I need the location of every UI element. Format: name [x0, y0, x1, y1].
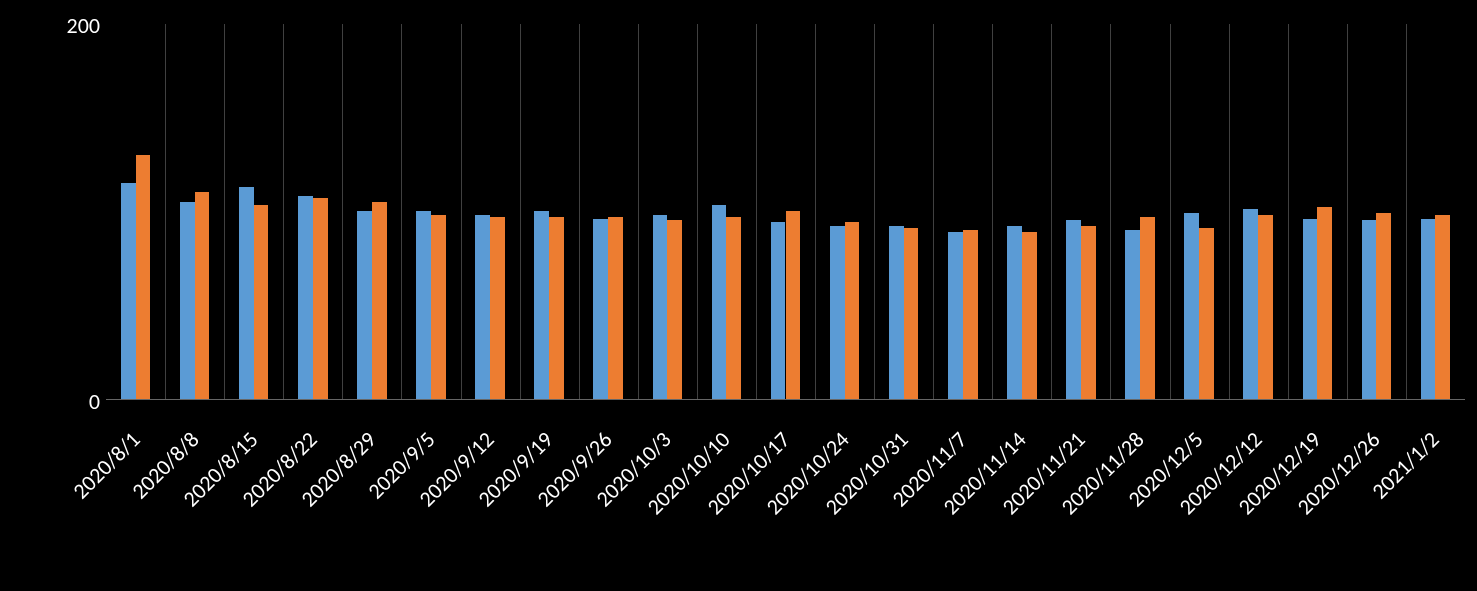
bar-series-b — [254, 205, 269, 399]
bar-series-a — [948, 232, 963, 399]
bar-series-a — [1066, 220, 1081, 399]
bar-series-b — [1376, 213, 1391, 399]
bar-series-a — [239, 187, 254, 399]
gridline — [283, 24, 284, 399]
gridline — [1170, 24, 1171, 399]
bar-series-b — [431, 215, 446, 399]
chart-container: 200 0 2020/8/12020/8/82020/8/152020/8/22… — [0, 0, 1477, 591]
bar-series-b — [667, 220, 682, 399]
gridline — [1406, 24, 1407, 399]
gridline — [1229, 24, 1230, 399]
gridline — [815, 24, 816, 399]
plot-area — [106, 24, 1465, 400]
bar-series-b — [313, 198, 328, 399]
gridline — [1347, 24, 1348, 399]
gridline — [1288, 24, 1289, 399]
ytick-label-0: 0 — [52, 388, 100, 415]
bar-series-b — [1199, 228, 1214, 399]
bar-series-b — [549, 217, 564, 399]
bar-series-a — [534, 211, 549, 399]
bar-series-b — [1317, 207, 1332, 399]
bar-series-b — [136, 155, 151, 399]
gridline — [638, 24, 639, 399]
bar-series-a — [1421, 219, 1436, 399]
bar-series-b — [963, 230, 978, 399]
gridline — [697, 24, 698, 399]
gridline — [461, 24, 462, 399]
bar-series-a — [889, 226, 904, 399]
bar-series-a — [771, 222, 786, 399]
gridline — [1051, 24, 1052, 399]
gridline — [165, 24, 166, 399]
bar-series-a — [475, 215, 490, 399]
bar-series-b — [1435, 215, 1450, 399]
bar-series-a — [593, 219, 608, 399]
bar-series-b — [726, 217, 741, 399]
bar-series-b — [490, 217, 505, 399]
gridline — [579, 24, 580, 399]
bar-series-b — [608, 217, 623, 399]
bar-series-b — [845, 222, 860, 399]
bar-series-b — [786, 211, 801, 399]
bar-series-b — [195, 192, 210, 399]
bar-series-a — [1184, 213, 1199, 399]
bar-series-a — [416, 211, 431, 399]
bar-series-b — [1140, 217, 1155, 399]
bar-series-b — [904, 228, 919, 399]
gridline — [756, 24, 757, 399]
gridline — [933, 24, 934, 399]
gridline — [874, 24, 875, 399]
bar-series-a — [830, 226, 845, 399]
bar-series-a — [653, 215, 668, 399]
gridline — [224, 24, 225, 399]
bar-series-a — [180, 202, 195, 399]
bar-series-a — [357, 211, 372, 399]
bar-series-b — [1081, 226, 1096, 399]
bar-series-a — [1303, 219, 1318, 399]
gridline — [520, 24, 521, 399]
bar-series-a — [1007, 226, 1022, 399]
bar-series-b — [1022, 232, 1037, 399]
bar-series-b — [372, 202, 387, 399]
bar-series-b — [1258, 215, 1273, 399]
gridline — [1110, 24, 1111, 399]
ytick-label-200: 200 — [52, 12, 100, 39]
bar-series-a — [1243, 209, 1258, 399]
gridline — [401, 24, 402, 399]
bar-series-a — [121, 183, 136, 399]
gridline — [992, 24, 993, 399]
bar-series-a — [298, 196, 313, 399]
gridline — [342, 24, 343, 399]
bar-series-a — [712, 205, 727, 399]
bar-series-a — [1362, 220, 1377, 399]
bar-series-a — [1125, 230, 1140, 399]
